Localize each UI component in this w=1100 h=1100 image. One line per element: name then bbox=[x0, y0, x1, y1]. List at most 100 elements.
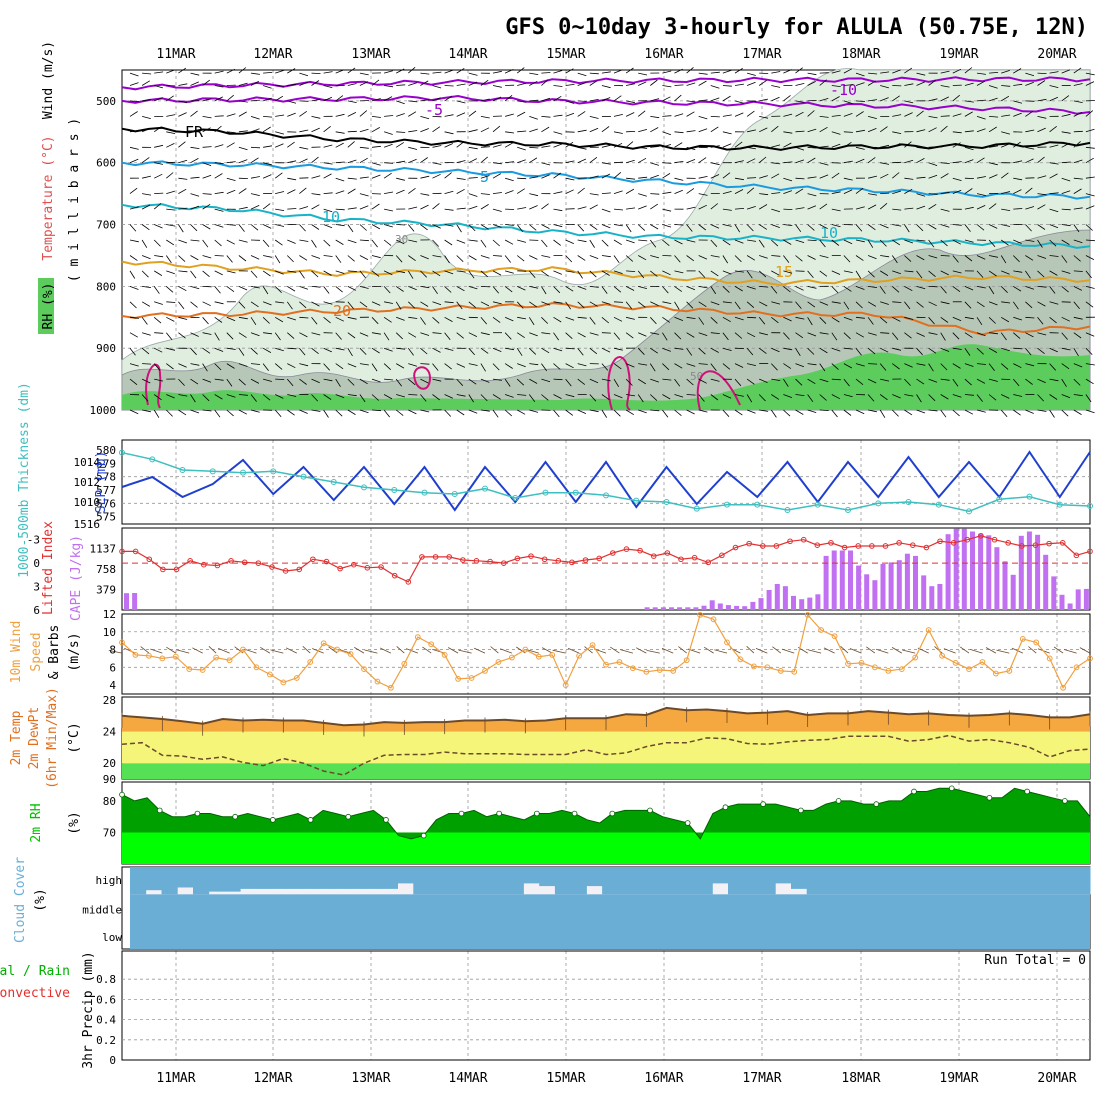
wind-barb bbox=[976, 255, 986, 260]
wind-barb bbox=[226, 394, 236, 398]
wind-barb bbox=[141, 378, 151, 384]
wind-barb bbox=[371, 145, 381, 148]
wind-barb bbox=[855, 347, 862, 356]
thickness-marker bbox=[300, 473, 307, 480]
wind-barb bbox=[952, 239, 961, 245]
wind-barb bbox=[323, 363, 330, 371]
wind-barb bbox=[505, 347, 515, 351]
wind-barb bbox=[262, 97, 272, 102]
wind-barb bbox=[638, 193, 647, 197]
wind-barb bbox=[613, 95, 622, 102]
thickness-marker bbox=[814, 501, 821, 508]
wind-barb bbox=[601, 270, 610, 276]
wind-barb bbox=[456, 188, 465, 194]
wind-barb bbox=[879, 270, 889, 276]
chart-title: GFS 0~10day 3-hourly for ALULA (50.75E, … bbox=[505, 15, 1088, 40]
wind-barb bbox=[1061, 239, 1070, 245]
wind-barb bbox=[529, 193, 539, 197]
wind-barb bbox=[698, 116, 708, 120]
wind-barb bbox=[383, 239, 392, 246]
wind-barb bbox=[383, 270, 393, 276]
wind-barb bbox=[214, 394, 223, 400]
wind-barb bbox=[1085, 224, 1093, 231]
surface-wind-barb bbox=[260, 646, 271, 654]
cape-bar bbox=[945, 534, 951, 610]
wind-barb bbox=[214, 144, 224, 148]
wind-barb bbox=[807, 239, 817, 241]
wind-barb bbox=[154, 162, 164, 165]
lifted-marker bbox=[282, 568, 289, 574]
cloud-high-cell bbox=[318, 867, 336, 889]
lifted-marker bbox=[119, 548, 125, 555]
wind-barb bbox=[299, 378, 307, 385]
wind-barb bbox=[214, 363, 222, 371]
wind-barb bbox=[638, 332, 647, 337]
wind-barb bbox=[274, 172, 283, 179]
wind-barb bbox=[250, 116, 260, 120]
cape-bar bbox=[1051, 576, 1057, 610]
wind-barbs bbox=[129, 66, 1095, 418]
wind-barb bbox=[940, 347, 950, 352]
lifted-marker bbox=[187, 558, 193, 564]
wind-barb bbox=[807, 378, 816, 385]
date-label-bottom: 20MAR bbox=[1037, 1071, 1076, 1086]
wind-barb bbox=[432, 286, 438, 295]
wind-barb bbox=[734, 112, 744, 117]
wind-barb bbox=[625, 67, 634, 74]
wind-barb bbox=[904, 239, 914, 244]
wind-barb bbox=[625, 363, 635, 368]
wind-barb bbox=[964, 188, 973, 194]
wind-barb bbox=[916, 72, 926, 76]
wind-barb bbox=[456, 363, 466, 368]
wind-barb bbox=[795, 347, 801, 357]
wind-marker bbox=[871, 664, 878, 671]
wind-barb bbox=[746, 394, 753, 403]
wind-barb bbox=[650, 332, 660, 335]
wind-barb bbox=[456, 332, 464, 339]
wind-barb bbox=[722, 239, 731, 246]
wind-barb bbox=[190, 81, 199, 86]
wind-barb bbox=[335, 190, 345, 194]
wind-marker bbox=[119, 639, 125, 646]
wind-barb bbox=[1013, 112, 1022, 117]
legend-convective: Convective bbox=[0, 986, 70, 1001]
surface-wind-barb bbox=[661, 647, 674, 654]
wind-barb bbox=[299, 206, 309, 210]
wind-barb bbox=[480, 301, 490, 307]
wind-barb bbox=[275, 191, 285, 194]
cape-bar bbox=[766, 590, 772, 610]
wind-barb bbox=[166, 131, 176, 134]
wind-barb bbox=[976, 301, 985, 308]
cape-bar bbox=[1059, 594, 1065, 610]
wind-barb bbox=[625, 378, 633, 386]
wind-barb bbox=[480, 409, 490, 412]
wind-barb bbox=[444, 332, 451, 341]
wind-barb bbox=[964, 239, 974, 243]
wind-barb bbox=[698, 72, 708, 75]
wind-barb bbox=[504, 286, 513, 293]
wind-barb bbox=[335, 224, 345, 227]
wind-barb bbox=[771, 255, 781, 257]
wind-barb bbox=[396, 189, 405, 194]
wind-barb bbox=[371, 127, 380, 133]
wind-barb bbox=[722, 131, 732, 135]
wind-barb bbox=[323, 347, 332, 353]
wind-barb bbox=[408, 146, 418, 150]
wind-barb bbox=[420, 409, 430, 413]
wind-barb bbox=[662, 394, 671, 400]
wind-barb bbox=[747, 239, 757, 242]
wind-barb bbox=[674, 347, 684, 350]
wind-barb bbox=[311, 224, 320, 230]
wind-barb bbox=[359, 239, 369, 242]
wind-barb bbox=[976, 99, 987, 102]
wind-barb bbox=[964, 82, 974, 86]
isotherm-15 bbox=[121, 260, 1091, 287]
wind-barb bbox=[1049, 347, 1058, 353]
wind-barb bbox=[976, 193, 986, 196]
wind-barb bbox=[650, 79, 658, 86]
cloud-high-cell bbox=[570, 867, 587, 895]
wind-barb bbox=[577, 187, 585, 194]
rh-marker bbox=[986, 794, 993, 801]
surface-wind-barb bbox=[567, 647, 580, 654]
wind-barb bbox=[626, 177, 636, 180]
